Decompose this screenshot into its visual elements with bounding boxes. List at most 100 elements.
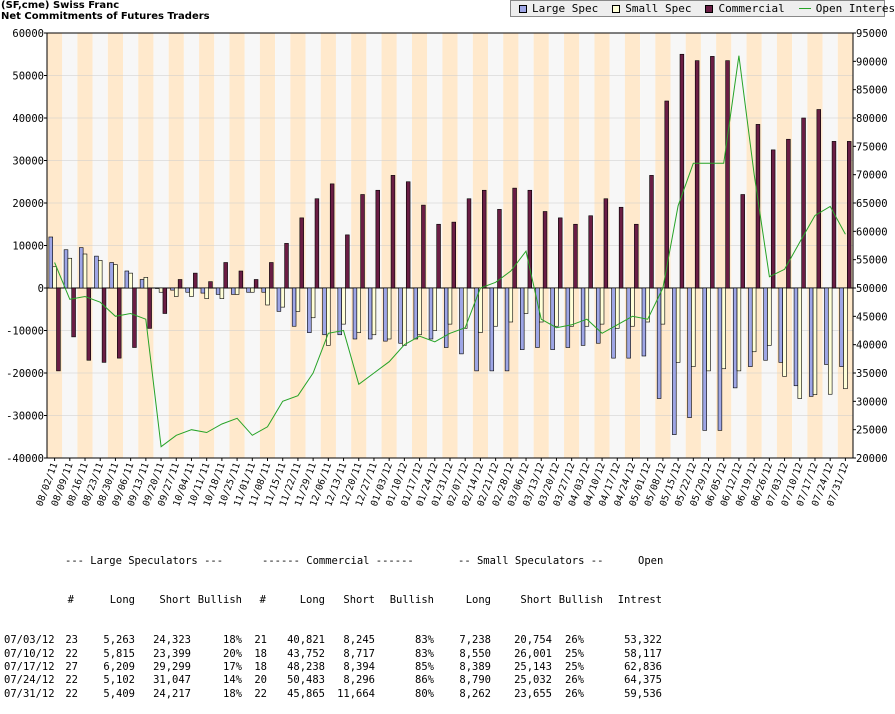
cell-ls-short: 31,047	[153, 674, 191, 687]
commercial-bar	[56, 287, 61, 372]
group-header-small-speculators: -- Small Speculators --	[458, 554, 604, 567]
large-spec-bar	[261, 287, 266, 293]
large-spec-bar	[276, 287, 282, 312]
cell-c-long: 43,752	[287, 647, 325, 660]
column-header-ls-short: Short	[159, 594, 191, 607]
cell-c-bull: 83%	[415, 647, 434, 660]
column-header-c-short: Short	[343, 594, 375, 607]
commercial-bar	[177, 279, 183, 289]
small-spec-bar	[797, 287, 802, 399]
large-spec-bar	[79, 247, 84, 289]
small-spec-bar	[660, 287, 666, 325]
small-spec-bar	[843, 287, 848, 390]
large-spec-bar	[793, 287, 799, 387]
commercial-bar	[208, 281, 213, 289]
commercial-bar	[755, 124, 761, 289]
y-tick-label: 0	[38, 283, 44, 295]
cell-ss-long: 8,262	[459, 687, 491, 700]
commercial-bar	[117, 287, 122, 359]
small-spec-bar	[189, 287, 194, 297]
column-header-ss-short: Short	[520, 594, 552, 607]
small-spec-bar	[265, 287, 270, 306]
large-spec-bar	[291, 287, 297, 327]
y2-tick-label: 35000	[856, 368, 888, 380]
large-spec-bar	[48, 236, 54, 289]
y-tick-label: -10000	[6, 326, 44, 338]
large-spec-bar	[596, 287, 601, 344]
small-spec-bar	[174, 287, 179, 297]
cell-oi: 64,375	[624, 674, 662, 687]
commercial-bar	[253, 279, 259, 289]
large-spec-bar	[170, 287, 175, 291]
cell-ls-n: 22	[65, 687, 78, 700]
cell-ls-long: 5,263	[103, 634, 135, 647]
cell-c-n: 18	[254, 647, 267, 660]
chart-legend: Large Spec Small Spec Commercial Open In…	[510, 0, 895, 17]
large-spec-bar	[428, 287, 434, 340]
commercial-bar	[329, 183, 335, 289]
cell-ss-bull: 26%	[565, 634, 584, 647]
small-spec-bar	[782, 287, 787, 377]
small-spec-bar	[599, 287, 605, 325]
cell-ls-long: 6,209	[103, 660, 135, 673]
cell-c-bull: 83%	[415, 634, 434, 647]
commercial-bar	[573, 223, 578, 289]
cell-ss-long: 8,790	[459, 674, 491, 687]
cell-ss-long: 7,238	[459, 634, 491, 647]
cell-ss-short: 26,001	[514, 647, 552, 660]
large-spec-bar	[626, 287, 631, 359]
small-spec-bar	[204, 287, 209, 299]
cell-ls-bull: 18%	[223, 634, 242, 647]
large-spec-bar	[139, 279, 145, 289]
commercial-bar	[162, 287, 168, 314]
cell-c-bull: 86%	[415, 674, 434, 687]
small-spec-bar	[82, 253, 88, 289]
y2-tick-label: 55000	[856, 255, 888, 267]
small-spec-bar	[98, 260, 103, 289]
y-tick-label: 40000	[12, 113, 44, 125]
cell-c-n: 18	[254, 660, 267, 673]
small-spec-bar	[417, 287, 422, 336]
large-spec-bar	[398, 287, 403, 344]
cell-ls-short: 24,323	[153, 634, 191, 647]
commercial-bar	[284, 243, 289, 289]
legend-swatch-large-spec	[519, 4, 527, 13]
small-spec-bar	[569, 287, 574, 327]
small-spec-bar	[326, 287, 331, 346]
large-spec-bar	[504, 287, 510, 372]
large-spec-bar	[748, 287, 753, 367]
instrument-title: (SF,cme) Swiss Franc	[1, 0, 120, 11]
small-spec-bar	[371, 287, 377, 336]
commercial-bar	[694, 60, 700, 289]
y2-tick-label: 85000	[856, 85, 888, 97]
cell-c-bull: 85%	[415, 660, 434, 673]
table-row: 07/24/12 22 5,102 31,047 14% 20 50,483 8,296 86%…	[0, 674, 662, 687]
column-header-ls-count: #	[67, 594, 74, 607]
cell-ls-long: 5,102	[103, 674, 135, 687]
commercial-bar	[390, 175, 396, 289]
legend-swatch-small-spec	[612, 4, 621, 13]
y2-tick-label: 80000	[856, 113, 888, 125]
small-spec-bar	[584, 287, 590, 327]
y2-tick-label: 65000	[856, 198, 888, 210]
commercial-bar	[801, 117, 806, 289]
commercial-bar	[846, 141, 852, 289]
commercial-bar	[132, 287, 137, 348]
cell-ss-short: 20,754	[514, 634, 552, 647]
commercial-bar	[360, 194, 365, 289]
y2-tick-label: 75000	[856, 141, 888, 153]
commercial-bar	[740, 194, 745, 289]
cell-ls-bull: 17%	[223, 660, 242, 673]
cell-c-short: 8,296	[343, 674, 375, 687]
large-spec-bar	[185, 287, 190, 293]
cell-ss-bull: 25%	[565, 647, 584, 660]
cell-ss-bull: 26%	[565, 687, 584, 700]
legend-label: Large Spec	[532, 2, 599, 15]
column-header-ss-bullish: Bullish	[558, 594, 603, 607]
commercial-bar	[405, 181, 411, 289]
cell-ss-long: 8,389	[459, 660, 491, 673]
commercial-bar	[558, 217, 563, 289]
cell-c-short: 8,394	[343, 660, 375, 673]
large-spec-bar	[200, 287, 206, 294]
small-spec-bar	[128, 272, 133, 289]
